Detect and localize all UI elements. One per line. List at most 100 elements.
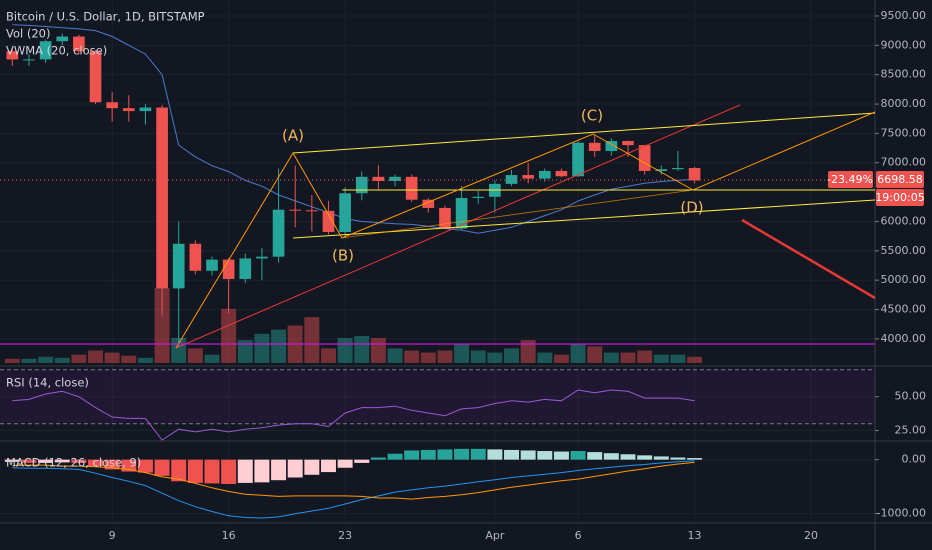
candle-body xyxy=(355,176,368,194)
macd-histogram xyxy=(553,451,569,460)
volume-bar xyxy=(71,354,87,363)
y-tick-label: -1000.00 xyxy=(877,507,926,520)
volume-bar xyxy=(420,352,436,363)
macd-histogram xyxy=(603,453,619,460)
candle-body xyxy=(239,258,252,279)
vwma-line xyxy=(12,24,695,234)
volume-bar xyxy=(437,350,453,363)
macd-histogram xyxy=(587,452,603,460)
volume-bar xyxy=(204,354,220,363)
candle-body xyxy=(472,196,485,198)
marks xyxy=(0,24,875,519)
indicator-label: MACD (12, 26, close, 9) xyxy=(6,456,141,470)
y-tick-label: 9000.00 xyxy=(881,38,927,51)
candle-body xyxy=(439,207,451,229)
macd-histogram xyxy=(670,457,686,460)
pattern-leg xyxy=(341,189,694,239)
macd-histogram xyxy=(337,459,353,468)
y-tick-label: 4500.00 xyxy=(881,303,927,316)
macd-histogram xyxy=(537,451,553,460)
candle-body xyxy=(222,259,235,279)
macd-histogram xyxy=(254,459,270,483)
pattern-label: (A) xyxy=(282,127,304,145)
volume-bar xyxy=(254,333,270,363)
channel-line xyxy=(292,112,876,154)
macd-histogram xyxy=(470,448,486,460)
macd-histogram xyxy=(171,459,187,482)
y-tick-label: 6000.00 xyxy=(881,214,927,227)
volume-bar xyxy=(653,354,669,363)
volume-bar xyxy=(337,338,353,363)
pattern-label: (C) xyxy=(581,107,603,125)
trend-line xyxy=(175,104,741,349)
change-box xyxy=(828,171,873,188)
macd-histogram xyxy=(370,457,386,460)
volume-bar xyxy=(487,352,503,363)
macd-histogram xyxy=(687,458,703,460)
change-label: -23.49% xyxy=(827,173,873,186)
candle-body xyxy=(306,210,318,212)
macd-histogram xyxy=(121,459,137,472)
candle-body xyxy=(106,102,118,109)
volume-bar xyxy=(304,317,320,363)
macd-histogram xyxy=(21,459,37,463)
candle-body xyxy=(23,59,35,61)
macd-histogram xyxy=(88,459,104,467)
candle-body xyxy=(289,209,302,211)
volume-bar xyxy=(520,340,536,363)
volume-bar xyxy=(21,358,37,363)
candle-body xyxy=(189,243,202,271)
volume-bar xyxy=(454,344,470,363)
candle-body xyxy=(389,176,401,181)
volume-bar xyxy=(404,350,420,363)
macd-histogram xyxy=(54,459,70,463)
macd-histogram xyxy=(187,459,203,483)
macd-histogram xyxy=(320,459,336,473)
macd-histogram xyxy=(570,451,586,460)
volume-bar xyxy=(537,352,553,363)
volume-bar xyxy=(670,354,686,363)
macd-histogram xyxy=(237,459,253,483)
volume-bar xyxy=(104,352,120,363)
countdown-box xyxy=(876,189,924,206)
volume-bar xyxy=(387,348,403,363)
macd-histogram xyxy=(204,459,220,484)
candle-body xyxy=(56,36,69,42)
volume-bar xyxy=(187,348,203,363)
y-tick-label: 7500.00 xyxy=(881,126,927,139)
macd-histogram xyxy=(71,459,87,463)
signal-line xyxy=(12,461,695,500)
macd-histogram xyxy=(487,449,503,460)
macd-histogram xyxy=(304,459,320,475)
y-tick-label: 4000.00 xyxy=(881,332,927,345)
candle-body xyxy=(455,197,468,229)
volume-bar xyxy=(354,335,370,363)
volume-bar xyxy=(221,308,237,363)
candle-body xyxy=(422,199,435,208)
volume-bar xyxy=(271,329,287,363)
candle-body xyxy=(39,41,52,60)
x-tick-label: 6 xyxy=(575,529,582,542)
macd-histogram xyxy=(154,459,170,476)
volume-bar xyxy=(4,358,20,363)
last-price: 6698.58 xyxy=(877,173,923,186)
price-box xyxy=(876,171,924,188)
macd-histogram xyxy=(387,453,403,460)
countdown: 19:00:05 xyxy=(875,191,924,204)
volume-bar xyxy=(54,357,70,363)
y-tick-label: 8500.00 xyxy=(881,68,927,81)
volume-bar xyxy=(88,350,104,363)
indicator-label: VWMA (20, close) xyxy=(6,44,107,58)
y-tick-label: 5500.00 xyxy=(881,244,927,257)
volume-bar xyxy=(570,344,586,363)
volume-bar xyxy=(137,357,153,363)
volume-bar xyxy=(587,346,603,363)
x-tick-label: 13 xyxy=(688,529,702,542)
macd-histogram xyxy=(454,448,470,460)
y-tick-label: 9500.00 xyxy=(881,9,927,22)
volume-bar xyxy=(603,352,619,363)
candle-body xyxy=(256,256,268,259)
candle-body xyxy=(505,175,518,184)
